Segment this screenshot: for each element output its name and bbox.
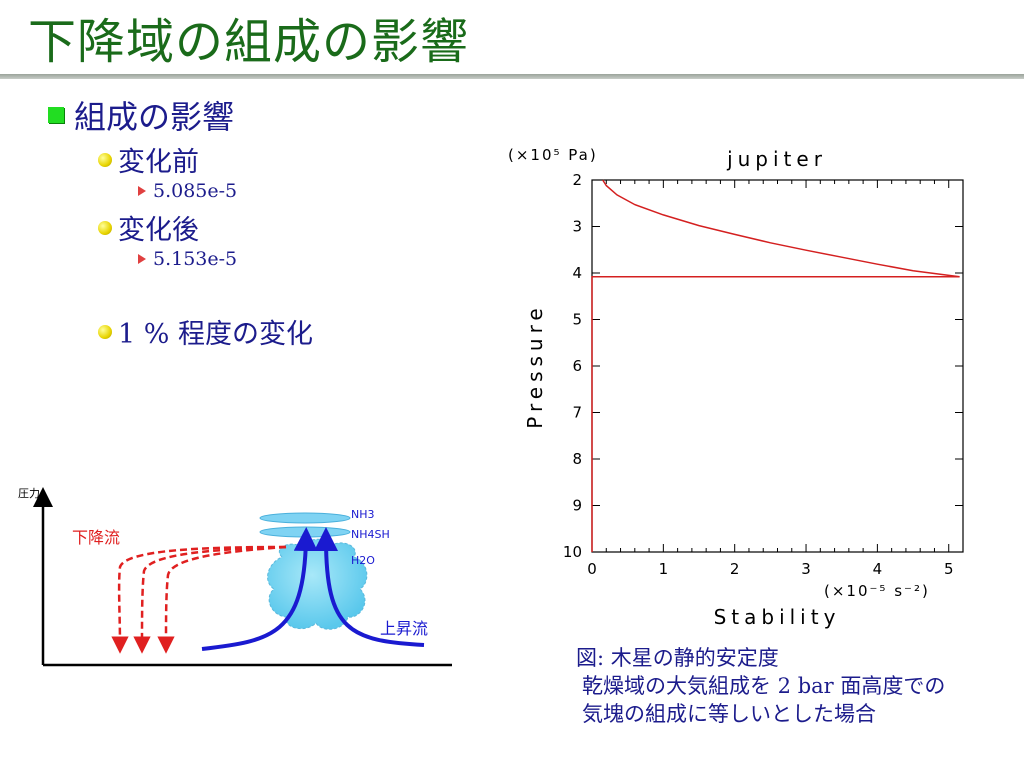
downdraft-label: 下降流 <box>72 528 120 547</box>
bullet-main: 組成の影響 <box>48 92 234 138</box>
y-tick-label: 5 <box>572 311 582 329</box>
y-tick-label: 9 <box>572 497 582 515</box>
nh3-layer <box>259 512 351 524</box>
nh4sh-label: NH4SH <box>351 528 390 541</box>
x-tick-label: 3 <box>801 560 811 578</box>
downdraft-arrow-3 <box>157 545 287 654</box>
circle-bullet-icon <box>98 152 112 167</box>
y-unit-label: (×10⁵ Pa) <box>508 146 598 164</box>
nh3-label: NH3 <box>351 508 375 521</box>
y-tick-label: 4 <box>572 264 582 282</box>
y-tick-label: 8 <box>572 450 582 468</box>
x-axis-label: Stability <box>714 605 841 629</box>
bullet-before-label: 変化前 <box>118 147 199 178</box>
bullet-after: 変化後 <box>98 208 199 247</box>
x-tick-label: 1 <box>659 560 669 578</box>
triangle-bullet-icon <box>138 186 146 196</box>
pressure-axis-label: 圧力 <box>18 487 40 500</box>
series-line <box>591 179 960 552</box>
cloud-shape <box>267 538 368 630</box>
slide-title: 下降域の組成の影響 <box>28 14 470 70</box>
figure-caption: 図: 木星の静的安定度 乾燥域の大気組成を 2 bar 面高度での 気塊の組成に… <box>576 644 945 728</box>
y-tick-label: 6 <box>572 357 582 375</box>
y-tick-label: 2 <box>572 171 582 189</box>
caption-line-3: 気塊の組成に等しいとした場合 <box>582 702 876 726</box>
square-bullet-icon <box>48 107 64 123</box>
convection-diagram: 圧力 NH3 NH4SH H2O 上昇流 下降流 <box>18 487 452 667</box>
downdraft-arrow-2 <box>133 545 287 654</box>
y-tick-label: 3 <box>572 218 582 236</box>
updraft-arrow-right <box>314 527 425 647</box>
circle-bullet-icon <box>98 324 112 339</box>
bullet-before-value: 5.085e-5 <box>153 180 238 202</box>
x-unit-label: (×10⁻⁵ s⁻²) <box>824 582 930 600</box>
nh4sh-layer <box>259 526 351 538</box>
y-axis-label: Pressure <box>523 303 547 428</box>
stability-chart: jupiter (×10⁵ Pa) (×10⁻⁵ s⁻²) Stability … <box>508 146 964 629</box>
bullet-change: 1 % 程度の変化 <box>98 312 313 351</box>
bullet-change-text: 1 % 程度の変化 <box>118 319 313 350</box>
downdraft-arrow-1 <box>111 545 287 654</box>
bullet-before-value-row: 5.085e-5 <box>138 180 237 202</box>
updraft-arrow-left <box>201 527 318 651</box>
triangle-bullet-icon <box>138 254 146 264</box>
y-tick-label: 7 <box>572 404 582 422</box>
plot-area <box>591 179 964 553</box>
bullet-after-value: 5.153e-5 <box>153 248 238 270</box>
x-tick-label: 4 <box>873 560 883 578</box>
chart-title: jupiter <box>726 147 827 171</box>
x-tick-label: 0 <box>587 560 597 578</box>
bullet-main-text: 組成の影響 <box>74 98 235 136</box>
y-tick-label: 10 <box>563 543 582 561</box>
caption-line-1: 図: 木星の静的安定度 <box>576 646 779 670</box>
x-tick-label: 2 <box>730 560 740 578</box>
title-divider <box>0 74 1024 79</box>
bullet-before: 変化前 <box>98 140 199 179</box>
bullet-after-label: 変化後 <box>118 215 199 246</box>
bullet-after-value-row: 5.153e-5 <box>138 248 237 270</box>
x-tick-label: 5 <box>944 560 954 578</box>
h2o-label: H2O <box>351 554 375 567</box>
circle-bullet-icon <box>98 220 112 235</box>
updraft-label: 上昇流 <box>380 619 428 638</box>
caption-line-2: 乾燥域の大気組成を 2 bar 面高度での <box>582 674 946 698</box>
